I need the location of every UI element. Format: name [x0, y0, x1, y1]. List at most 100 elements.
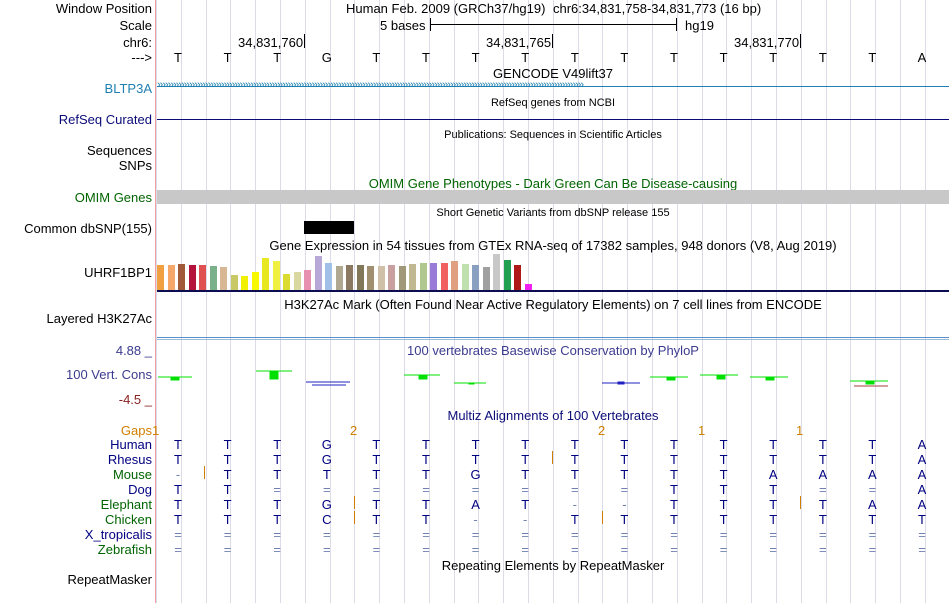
position-range-text[interactable]: chr6:34,831,758-34,831,773 (16 bp) [553, 1, 762, 16]
aligned-base: C [322, 512, 332, 527]
common-dbsnp-label[interactable]: Common dbSNP(155) [24, 221, 152, 236]
gtex-tissue-bar[interactable] [335, 265, 343, 290]
grid-line [652, 0, 653, 603]
scale-bar-right-tick [676, 18, 677, 31]
gtex-tissue-bar[interactable] [440, 263, 448, 290]
gtex-tissue-bar[interactable] [398, 265, 406, 290]
sequences-label[interactable]: Sequences [86, 143, 152, 158]
aligned-base: T [620, 512, 629, 527]
species-label[interactable]: Human [110, 437, 152, 452]
snps-label[interactable]: SNPs [118, 158, 152, 173]
aligned-base: = [918, 542, 926, 557]
grid-line [329, 0, 331, 603]
aligned-base: T [670, 482, 678, 497]
gtex-tissue-bar[interactable] [472, 264, 479, 290]
aligned-base: T [570, 512, 579, 527]
gtex-tissue-bar[interactable] [524, 283, 532, 290]
species-label[interactable]: Chicken [105, 512, 152, 527]
aligned-base: - [175, 467, 181, 482]
aligned-base: T [719, 437, 728, 452]
aligned-base: T [868, 512, 877, 527]
aligned-base: A [818, 467, 828, 482]
gencode-strand-arrows[interactable]: ››››››››››››››››››››››››››››››››››››››››… [157, 79, 584, 91]
gtex-tissue-bar[interactable] [230, 274, 238, 290]
dbsnp-variant-block[interactable] [304, 221, 354, 234]
repeatmasker-label[interactable]: RepeatMasker [67, 572, 152, 587]
gtex-tissue-bar[interactable] [461, 264, 469, 290]
gtex-tissue-bar[interactable] [430, 262, 437, 290]
species-label[interactable]: Rhesus [107, 452, 152, 467]
gtex-tissue-bar[interactable] [356, 264, 364, 290]
species-label[interactable]: X_tropicalis [84, 527, 152, 542]
gtex-tissue-bar[interactable] [251, 272, 259, 290]
gtex-tissue-bar[interactable] [514, 264, 521, 290]
gtex-tissue-bar[interactable] [367, 265, 374, 290]
aligned-base: T [174, 452, 182, 467]
species-label[interactable]: Elephant [100, 497, 152, 512]
gtex-tissue-bar[interactable] [262, 258, 269, 290]
aligned-base: = [372, 527, 381, 542]
aligned-base: A [768, 467, 778, 482]
gtex-tissue-bar[interactable] [409, 264, 416, 290]
gtex-tissue-bar[interactable] [220, 266, 227, 290]
aligned-base: = [273, 527, 281, 542]
gtex-tissue-bar[interactable] [293, 272, 301, 290]
refseq-gene-line[interactable] [157, 119, 949, 120]
aligned-base: = [521, 542, 529, 557]
gtex-tissue-bar[interactable] [157, 264, 164, 290]
aligned-base: = [719, 542, 728, 557]
omim-track-title: OMIM Gene Phenotypes - Dark Green Can Be… [368, 176, 738, 191]
species-label[interactable]: Mouse [112, 467, 152, 482]
strand-arrow-label[interactable]: ---> [131, 50, 152, 65]
gtex-tissue-bar[interactable] [493, 254, 500, 290]
gtex-tissue-bar[interactable] [482, 266, 490, 290]
gtex-tissue-bar[interactable] [188, 264, 196, 290]
gtex-tissue-bar[interactable] [325, 263, 332, 290]
gtex-tissue-bar[interactable] [503, 260, 511, 290]
gtex-tissue-bar[interactable] [314, 255, 322, 290]
aligned-base: T [372, 452, 381, 467]
aligned-base: T [174, 512, 182, 527]
insertion-mark [354, 511, 355, 524]
aligned-base: T [422, 512, 430, 527]
gtex-tissue-bar[interactable] [241, 275, 248, 290]
aligned-base: T [223, 452, 232, 467]
gtex-tissue-bar[interactable] [199, 264, 206, 290]
gtex-gene-label[interactable]: UHRF1BP1 [84, 265, 152, 280]
h3k27ac-label[interactable]: Layered H3K27Ac [46, 311, 152, 326]
gtex-tissue-bar[interactable] [272, 261, 280, 290]
gtex-tissue-bar[interactable] [388, 264, 395, 290]
gtex-tissue-bar[interactable] [167, 264, 175, 290]
gtex-tissue-bar[interactable] [419, 263, 427, 290]
omim-feature-bar[interactable] [157, 190, 949, 204]
gtex-tissue-bar[interactable] [451, 261, 458, 290]
chrom-label: chr6: [123, 35, 152, 50]
aligned-base: = [174, 527, 182, 542]
gtex-tissue-bar[interactable] [377, 266, 385, 290]
aligned-base: = [422, 542, 430, 557]
gtex-tissue-bars[interactable] [157, 254, 537, 290]
species-label[interactable]: Zebrafish [97, 542, 152, 557]
grid-line [552, 0, 554, 603]
species-label[interactable]: Dog [128, 482, 152, 497]
gtex-tissue-bar[interactable] [304, 270, 311, 290]
aligned-base: T [223, 467, 232, 482]
aligned-base: = [620, 527, 629, 542]
gencode-gene-line[interactable] [157, 86, 949, 87]
aligned-base: A [471, 497, 480, 512]
gtex-tissue-bar[interactable] [178, 264, 185, 290]
refseq-curated-label[interactable]: RefSeq Curated [58, 112, 152, 127]
gencode-gene-label[interactable]: BLTP3A [104, 81, 152, 96]
gtex-tissue-bar[interactable] [209, 265, 217, 290]
grid-line [924, 0, 926, 603]
phylop-wiggle[interactable] [156, 358, 950, 394]
aligned-base: T [273, 452, 282, 467]
gtex-tissue-bar[interactable] [283, 273, 290, 290]
dna-base: T [670, 50, 678, 65]
dna-base: T [868, 50, 877, 65]
phylop-label[interactable]: 100 Vert. Cons [66, 367, 152, 382]
aligned-base: = [422, 527, 430, 542]
aligned-base: T [620, 467, 629, 482]
gtex-tissue-bar[interactable] [346, 264, 353, 290]
omim-genes-label[interactable]: OMIM Genes [74, 190, 152, 205]
